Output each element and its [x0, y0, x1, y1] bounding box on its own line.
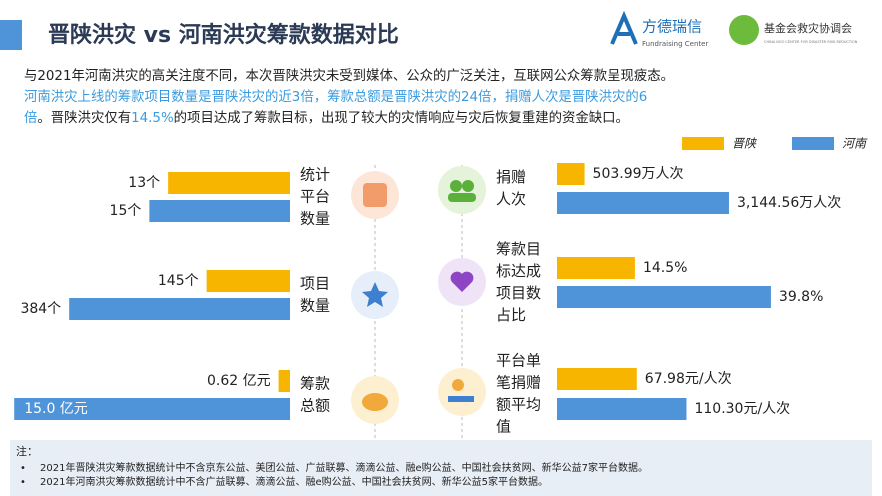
icon — [448, 193, 476, 202]
icon — [462, 180, 474, 192]
value-label: 503.99万人次 — [593, 166, 684, 182]
icon — [452, 379, 464, 391]
bar — [557, 368, 637, 390]
intro-line: 倍。晋陕洪灾仅有14.5%的项目达成了筹款目标，出现了较大的灾情响应与灾后恢复重… — [24, 109, 629, 126]
icon — [363, 183, 387, 207]
logo1-text: 方德瑞信 — [642, 18, 702, 36]
icon — [450, 180, 462, 192]
bar — [149, 200, 290, 222]
note-item: 2021年河南洪灾筹款数据统计中不含广益联募、滴滴公益、融e购公益、中国社会扶贫… — [40, 475, 548, 488]
bar — [69, 298, 290, 320]
chart-title: 数量 — [300, 297, 330, 315]
note-item: 2021年晋陕洪灾筹款数据统计中不含京东公益、美团公益、广益联募、滴滴公益、融e… — [40, 461, 648, 474]
bar — [168, 172, 290, 194]
icons — [351, 166, 486, 424]
logo2-sub: CHINA NGO CENTER FOR DISASTER RISK REDUC… — [764, 40, 858, 44]
bar — [557, 192, 729, 214]
chart-title: 数量 — [300, 210, 330, 228]
chart-title: 项目 — [300, 275, 330, 293]
notes-box — [10, 440, 872, 496]
value-label: 15.0 亿元 — [24, 401, 88, 417]
chart-title: 笔捐赠 — [496, 374, 541, 392]
chart-title: 人次 — [496, 190, 526, 208]
bar — [557, 286, 771, 308]
intro-segment: 河南洪灾上线的筹款项目数量是晋陕洪灾的近3倍，筹款总额是晋陕洪灾的24倍，捐赠人… — [24, 88, 647, 105]
intro-line: 与2021年河南洪灾的高关注度不同，本次晋陕洪灾未受到媒体、公众的广泛关注，互联… — [24, 67, 674, 84]
bar — [14, 398, 291, 420]
value-label: 3,144.56万人次 — [737, 195, 841, 211]
value-label: 0.62 亿元 — [207, 373, 271, 389]
bar — [557, 398, 687, 420]
intro-segment: 的项目达成了筹款目标，出现了较大的灾情响应与灾后恢复重建的资金缺口。 — [174, 109, 629, 126]
value-label: 110.30元/人次 — [694, 401, 790, 417]
note-bullet: • — [20, 477, 26, 488]
chart-title: 标达成 — [496, 262, 541, 280]
value-label: 15个 — [110, 203, 142, 219]
bar — [557, 257, 635, 279]
chart-title: 筹款目 — [496, 240, 541, 258]
logo2-text: 基金会救灾协调会 — [764, 21, 852, 35]
chart-title: 占比 — [496, 306, 526, 324]
icon — [448, 396, 474, 402]
chart-title: 统计 — [300, 166, 330, 184]
logo2-icon — [729, 15, 759, 45]
legend-swatch — [682, 137, 724, 150]
icon — [450, 271, 474, 292]
icon — [362, 393, 388, 411]
chart-title: 项目数 — [496, 284, 541, 302]
page-title: 晋陕洪灾 vs 河南洪灾筹款数据对比 — [48, 22, 399, 48]
chart-title: 捐赠 — [496, 168, 526, 186]
intro-segment: 14.5% — [131, 111, 174, 126]
logo1-sub: Fundraising Center — [642, 40, 708, 48]
value-label: 39.8% — [779, 289, 823, 305]
bar — [557, 163, 585, 185]
note-bullet: • — [20, 463, 26, 474]
icon — [438, 368, 486, 416]
intro-segment: 与2021年河南洪灾的高关注度不同，本次晋陕洪灾未受到媒体、公众的广泛关注，互联… — [24, 67, 674, 84]
chart-title: 总额 — [300, 397, 330, 415]
value-label: 145个 — [158, 273, 199, 289]
legend-label: 晋陕 — [732, 137, 758, 151]
notes-label: 注： — [16, 444, 38, 458]
intro-segment: 。晋陕洪灾仅有 — [37, 109, 131, 126]
bar — [278, 370, 290, 392]
value-label: 14.5% — [643, 260, 687, 276]
icon — [362, 282, 388, 307]
intro-segment: 倍 — [24, 110, 37, 126]
intro-line: 河南洪灾上线的筹款项目数量是晋陕洪灾的近3倍，筹款总额是晋陕洪灾的24倍，捐赠人… — [24, 88, 647, 105]
icon — [438, 166, 486, 214]
value-label: 384个 — [20, 301, 61, 317]
title-accent — [0, 20, 22, 50]
chart-title: 筹款 — [300, 375, 330, 393]
bar — [206, 270, 290, 292]
logo1-icon — [610, 10, 638, 45]
value-label: 67.98元/人次 — [645, 371, 732, 387]
chart-title: 平台单 — [496, 352, 541, 370]
legend-swatch — [792, 137, 834, 150]
chart-title: 额平均 — [496, 396, 541, 414]
chart-title: 值 — [496, 418, 511, 436]
legend-label: 河南 — [842, 137, 868, 151]
value-label: 13个 — [128, 175, 160, 191]
chart-title: 平台 — [300, 188, 330, 206]
